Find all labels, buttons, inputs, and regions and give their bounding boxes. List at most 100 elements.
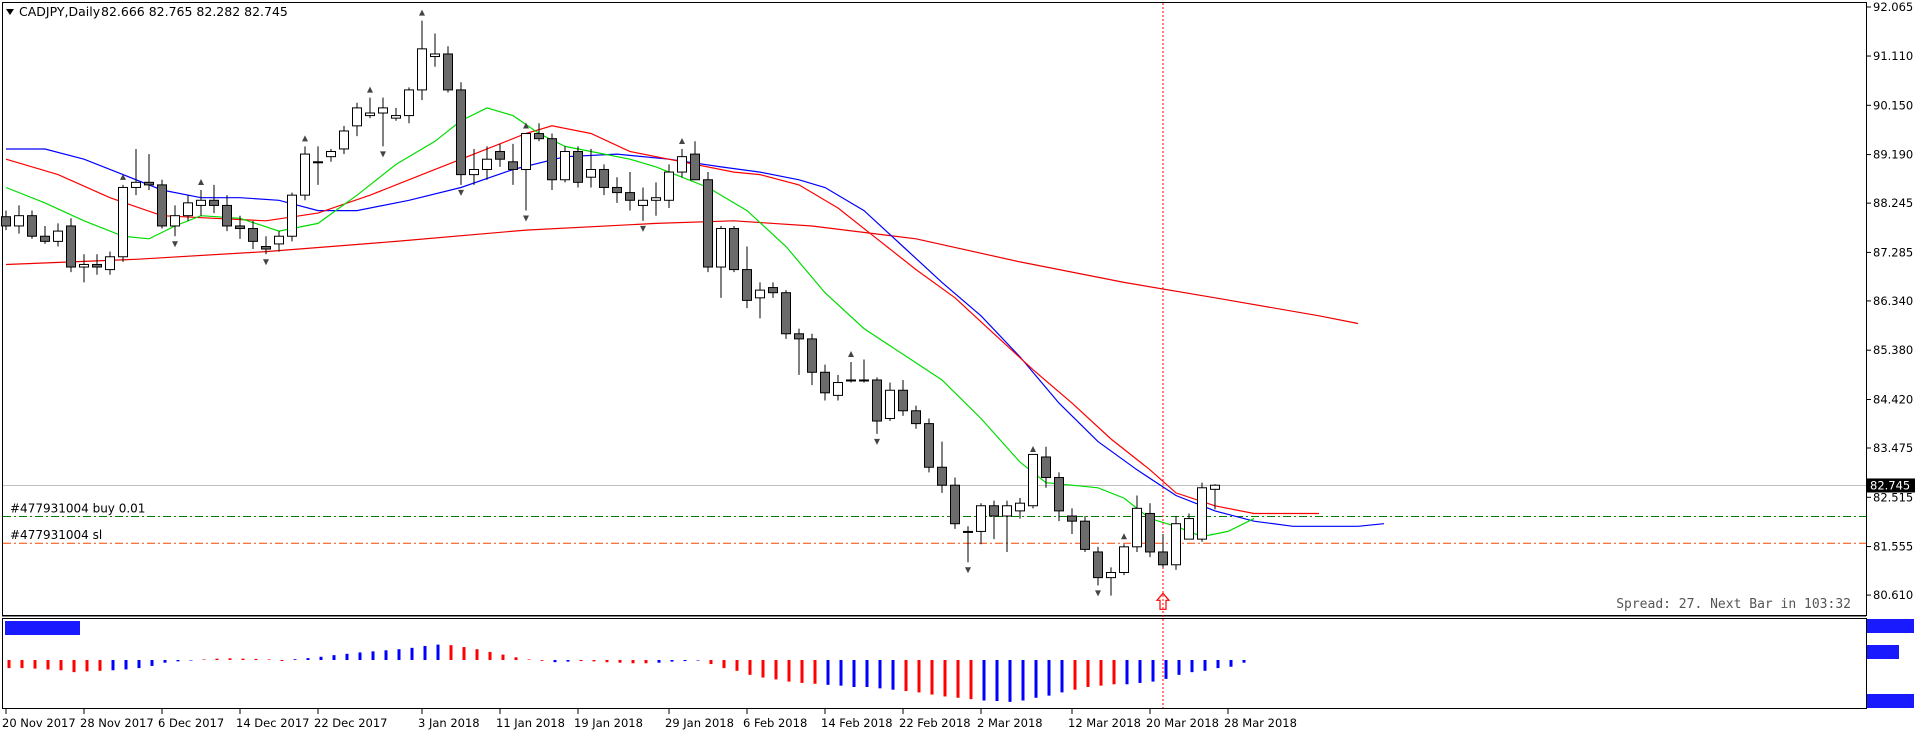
candle: [1054, 472, 1064, 522]
order-buy-label[interactable]: #477931004 buy 0.01: [10, 502, 145, 516]
fractal-down-icon: [965, 567, 971, 574]
candle-body: [1015, 502, 1025, 512]
candle-body: [404, 89, 414, 117]
order-sl-label[interactable]: #477931004 sl: [10, 528, 102, 542]
price-axis: 92.065 91.110 90.150 89.190 88.245 87.285 86.3…: [1866, 0, 1913, 602]
candle: [92, 254, 102, 275]
price-tick-label: 84.420: [1873, 392, 1913, 406]
price-tick-label: 86.340: [1873, 294, 1913, 308]
candle-body: [664, 171, 674, 201]
candle-body: [729, 228, 739, 271]
candle: [547, 133, 557, 191]
oscillator-panel-frame: [2, 618, 1867, 709]
candle: [352, 102, 362, 137]
candle: [183, 195, 193, 221]
candle-body: [612, 186, 622, 194]
candle: [261, 236, 271, 255]
ohlc-label: 82.666 82.765 82.282 82.745: [101, 4, 288, 19]
candle: [1028, 453, 1038, 509]
candle-body: [898, 389, 908, 412]
fractal-down-icon: [1095, 590, 1101, 597]
symbol-label: CADJPY,Daily: [19, 4, 101, 19]
candle: [144, 154, 154, 191]
candle-body: [833, 382, 843, 396]
candle: [651, 182, 661, 216]
buy-arrow-icon: [1155, 592, 1171, 610]
candle-body: [638, 199, 648, 206]
candle-body: [300, 153, 310, 196]
dropdown-triangle-icon[interactable]: [6, 9, 14, 15]
candle: [755, 282, 765, 319]
candle-body: [846, 379, 856, 382]
candle-body: [586, 168, 596, 178]
candle: [326, 148, 336, 162]
candle-body: [937, 466, 947, 486]
candle-body: [1106, 571, 1116, 579]
price-tick-label: 85.380: [1873, 343, 1913, 357]
candle-body: [911, 410, 921, 425]
candle-body: [547, 138, 557, 181]
time-tick-label: 6 Dec 2017: [158, 716, 224, 730]
candle-body: [482, 158, 492, 170]
price-tick-label: 90.150: [1873, 98, 1913, 112]
candle: [664, 164, 674, 208]
candle-body: [1197, 487, 1207, 540]
candle-body: [989, 505, 999, 517]
candle-body: [651, 197, 661, 201]
oscillator-bottom-label: [1867, 694, 1914, 708]
candle-body: [794, 333, 804, 340]
candle: [950, 477, 960, 529]
time-axis: 20 Nov 2017 28 Nov 2017 6 Dec 2017 14 Dec 2…: [2, 709, 1297, 730]
candle-body: [235, 225, 245, 230]
candle: [1119, 544, 1129, 576]
candle-body: [1119, 546, 1129, 573]
spread-text: Spread: 27. Next Bar in 103:32: [1616, 597, 1851, 612]
candle: [781, 290, 791, 339]
candle: [1184, 513, 1194, 540]
candle: [768, 282, 778, 298]
candle: [820, 364, 830, 401]
candle: [794, 328, 804, 375]
candle: [846, 362, 856, 383]
candle: [274, 231, 284, 252]
candle: [742, 246, 752, 309]
fractal-up-icon: [679, 137, 685, 144]
candle-body: [1002, 505, 1012, 517]
candle: [209, 184, 219, 214]
candle-body: [495, 151, 505, 160]
time-tick-label: 20 Nov 2017: [2, 716, 76, 730]
price-tick-label: 81.555: [1873, 540, 1913, 554]
candle: [937, 441, 947, 493]
time-tick-label: 20 Mar 2018: [1146, 716, 1219, 730]
price-tick-label: 88.245: [1873, 196, 1913, 210]
candle-body: [508, 161, 518, 170]
candle: [1158, 533, 1168, 568]
candle: [1041, 446, 1051, 488]
fractal-up-icon: [523, 122, 529, 129]
candle: [1132, 495, 1142, 552]
fractal-down-icon: [263, 259, 269, 266]
candle-body: [976, 505, 986, 532]
fractal-down-icon: [874, 438, 880, 445]
candle-body: [274, 235, 284, 245]
candle-body: [417, 48, 427, 91]
candle: [586, 148, 596, 188]
fractal-down-icon: [458, 189, 464, 196]
candle-body: [209, 199, 219, 206]
candle-body: [326, 151, 336, 158]
candle: [508, 143, 518, 185]
candle: [27, 210, 37, 239]
candle: [534, 123, 544, 142]
candle: [235, 215, 245, 239]
candle-body: [1041, 456, 1051, 479]
candle: [287, 192, 297, 242]
candle-body: [1, 216, 11, 227]
candle: [443, 46, 453, 93]
candle: [1067, 508, 1077, 534]
oscillator-badge: [5, 621, 80, 635]
price-tick-label: 80.610: [1873, 588, 1913, 602]
candle: [807, 333, 817, 386]
time-tick-label: 19 Jan 2018: [574, 716, 643, 730]
